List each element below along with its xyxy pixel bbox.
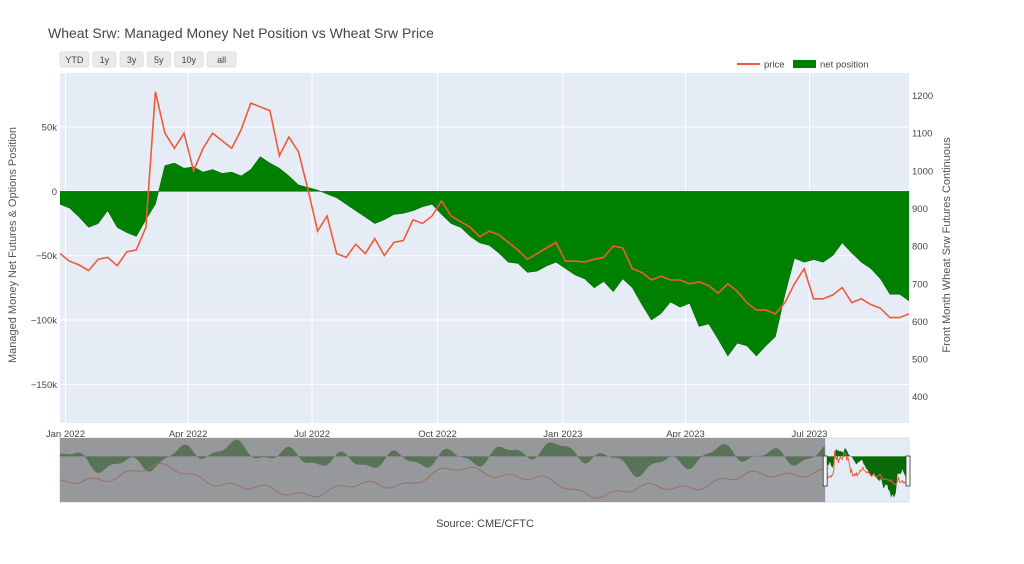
range-slider-mask — [60, 438, 826, 502]
range-button-10y[interactable]: 10y — [173, 51, 204, 68]
x-tick-label: Jul 2023 — [792, 429, 828, 440]
x-axis: Jan 2022 Apr 2022 Jul 2022 Oct 2022 Jan 2023… — [46, 429, 828, 440]
y-right-tick-label: 400 — [912, 392, 928, 403]
range-button-bg[interactable] — [119, 51, 144, 68]
range-slider[interactable] — [59, 437, 911, 503]
y-right-tick-label: 1100 — [912, 129, 932, 140]
legend-net-position-label: net position — [820, 60, 869, 71]
range-button-label[interactable]: 5y — [154, 55, 164, 65]
range-button-bg[interactable] — [173, 51, 204, 68]
x-tick-label: Oct 2022 — [418, 429, 457, 440]
x-tick-label: Apr 2022 — [169, 429, 208, 440]
range-button-label[interactable]: YTD — [65, 55, 84, 65]
legend: price net position — [737, 60, 869, 71]
legend-net-position-swatch — [793, 60, 816, 68]
y-left-tick-label: 0 — [52, 187, 57, 198]
y-right-tick-label: 500 — [912, 355, 928, 366]
range-button-label[interactable]: 10y — [182, 55, 197, 65]
range-button-label[interactable]: all — [217, 55, 226, 65]
x-tick-label: Apr 2023 — [666, 429, 705, 440]
source-note: Source: CME/CFTC — [436, 518, 534, 530]
range-slider-left-handle[interactable] — [822, 455, 828, 487]
range-button-bg[interactable] — [59, 51, 90, 68]
y-left-tick-label: −100k — [31, 316, 57, 327]
legend-price-label: price — [764, 60, 785, 71]
price-line — [60, 91, 909, 319]
y-right-axis-title: Front Month Wheat Srw Futures Continuous — [941, 137, 953, 353]
y-right-tick-label: 700 — [912, 279, 928, 290]
net-position-area — [60, 156, 909, 357]
range-button-bg[interactable] — [92, 51, 117, 68]
x-tick-label: Jan 2023 — [543, 429, 582, 440]
range-selector: YTD 1y 3y 5y 10y all — [59, 51, 237, 68]
y-left-tick-label: 50k — [42, 123, 58, 134]
y-right-tick-label: 800 — [912, 242, 928, 253]
y-left-axis-title: Managed Money Net Futures & Options Posi… — [7, 127, 19, 363]
range-button-label[interactable]: 1y — [100, 55, 110, 65]
range-button-label[interactable]: 3y — [127, 55, 137, 65]
y-right-tick-label: 900 — [912, 204, 928, 215]
range-button-3y[interactable]: 3y — [119, 51, 144, 68]
y-right-axis: 400 500 600 700 800 900 1000 1100 1200 — [912, 91, 933, 403]
y-right-tick-label: 1000 — [912, 166, 933, 177]
y-right-tick-label: 1200 — [912, 91, 933, 102]
x-tick-label: Jul 2022 — [294, 429, 330, 440]
range-button-bg[interactable] — [146, 51, 171, 68]
range-button-ytd[interactable]: YTD — [59, 51, 90, 68]
x-tick-label: Jan 2022 — [46, 429, 85, 440]
chart-title: Wheat Srw: Managed Money Net Position vs… — [48, 25, 434, 41]
y-left-axis: 50k 0 −50k −100k −150k — [31, 123, 57, 391]
range-button-bg[interactable] — [206, 51, 237, 68]
y-left-tick-label: −150k — [31, 380, 57, 391]
range-button-all[interactable]: all — [206, 51, 237, 68]
y-right-tick-label: 600 — [912, 317, 928, 328]
range-button-1y[interactable]: 1y — [92, 51, 117, 68]
range-slider-right-handle[interactable] — [905, 455, 911, 487]
range-button-5y[interactable]: 5y — [146, 51, 171, 68]
y-left-tick-label: −50k — [36, 251, 57, 262]
